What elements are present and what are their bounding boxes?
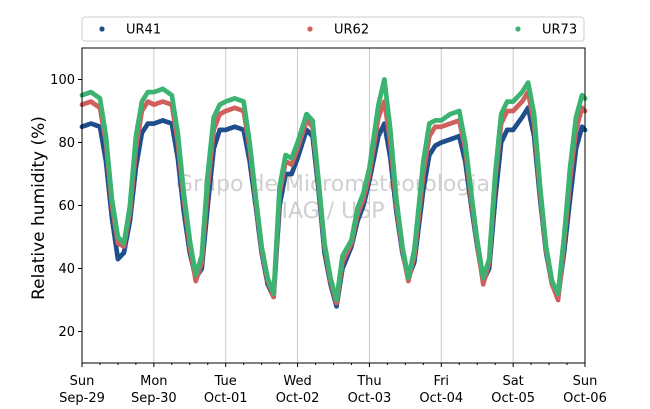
y-tick-label: 20: [58, 325, 75, 340]
y-tick-label: 80: [58, 136, 75, 151]
y-tick-label: 60: [58, 199, 75, 214]
legend-marker: [99, 26, 105, 32]
y-tick-label: 100: [50, 73, 75, 88]
x-tick-day: Mon: [140, 374, 167, 389]
y-axis: 20 40 60 80 100: [50, 73, 82, 340]
x-tick-date: Sep-29: [59, 391, 105, 406]
series-UR73: [79, 77, 588, 303]
x-tick-day: Sun: [70, 374, 95, 389]
y-tick-label: 40: [58, 262, 75, 277]
x-tick-date: Sep-30: [131, 391, 177, 406]
legend-frame: [81, 16, 585, 42]
legend-marker: [515, 26, 521, 32]
watermark-line: Grupo de Micrometeorologia: [176, 172, 490, 197]
legend-marker: [307, 26, 313, 32]
data-points: [79, 77, 588, 309]
legend-label: UR62: [334, 23, 369, 38]
legend-label: UR41: [126, 23, 161, 38]
legend-label: UR73: [542, 23, 577, 38]
legend: UR41 UR62 UR73: [81, 16, 585, 42]
watermark-line: IAG / USP: [282, 199, 385, 224]
x-axis: SunSep-29MonSep-30TueOct-01WedOct-02ThuO…: [59, 363, 607, 406]
